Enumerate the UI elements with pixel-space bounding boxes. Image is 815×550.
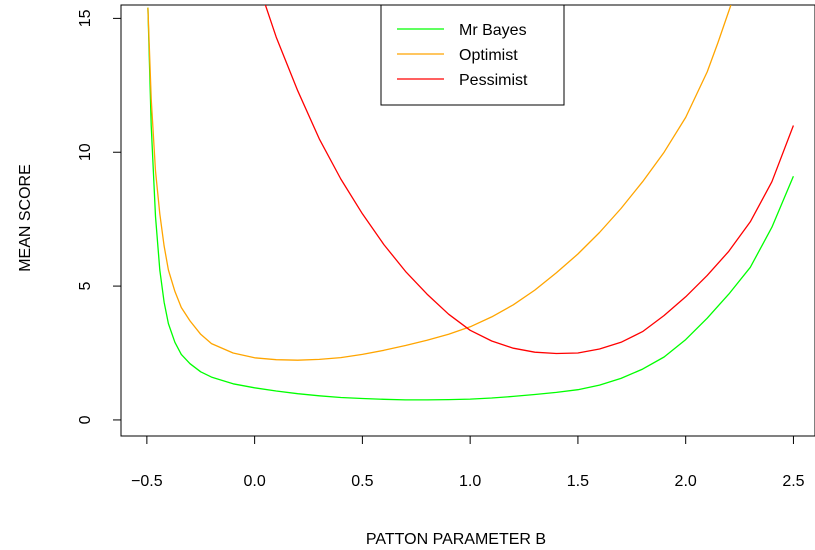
series-line-mr-bayes [147, 7, 794, 401]
y-tick-label: 5 [77, 282, 94, 291]
x-tick-label: 2.5 [782, 473, 804, 490]
y-axis: 0 5 10 15 [77, 9, 122, 424]
legend-label-pessimist: Pessimist [459, 72, 528, 89]
series-line-optimist [147, 5, 732, 361]
y-tick-label: 0 [77, 415, 94, 424]
legend-label-mr-bayes: Mr Bayes [459, 22, 527, 39]
y-axis-title: MEAN SCORE [17, 164, 34, 272]
legend-label-optimist: Optimist [459, 47, 518, 64]
x-tick-label: 1.5 [567, 473, 589, 490]
legend-box [380, 4, 565, 106]
legend: Mr Bayes Optimist Pessimist [380, 4, 565, 106]
x-tick-label: 0.5 [351, 473, 373, 490]
x-axis-title: PATTON PARAMETER B [366, 531, 546, 548]
series-lines [147, 5, 795, 401]
x-tick-label: 1.0 [459, 473, 481, 490]
series-line-pessimist [264, 5, 795, 355]
x-tick-label: −0.5 [131, 473, 163, 490]
y-tick-label: 15 [77, 9, 94, 27]
x-tick-label: 0.0 [244, 473, 266, 490]
y-tick-label: 10 [77, 143, 94, 161]
x-axis: −0.5 0.0 0.5 1.0 1.5 2.0 2.5 [131, 435, 805, 490]
x-tick-label: 2.0 [675, 473, 697, 490]
